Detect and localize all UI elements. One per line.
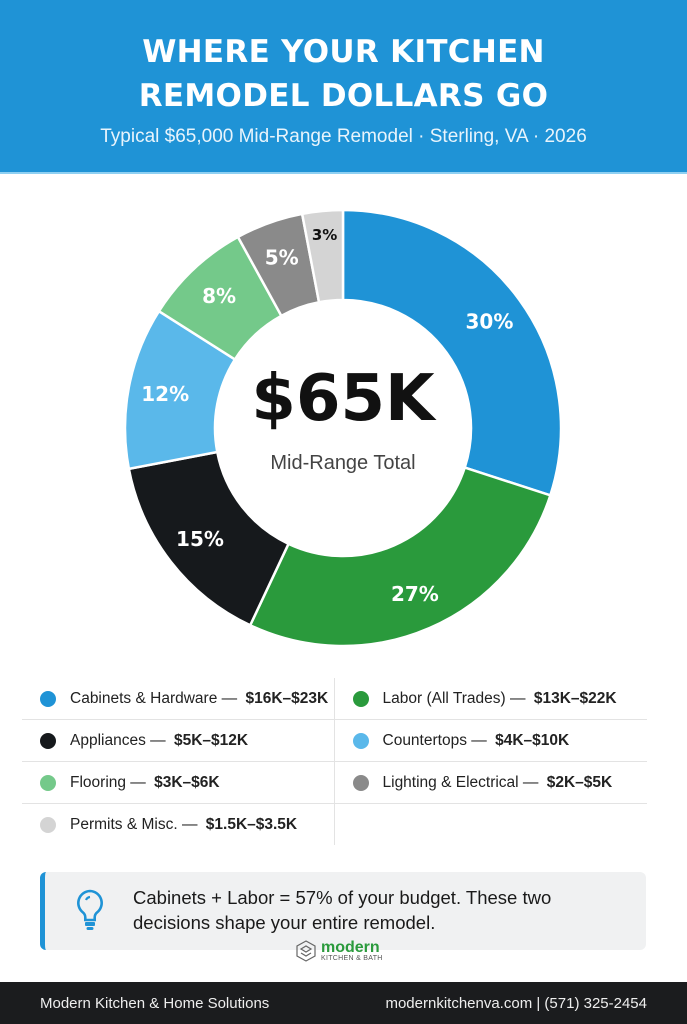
legend: Cabinets & Hardware — $16K–$23K Labor (Al… xyxy=(22,678,647,845)
legend-item: Countertops — $4K–$10K xyxy=(335,720,648,761)
slice-label: 12% xyxy=(141,382,189,406)
tip-callout: Cabinets + Labor = 57% of your budget. T… xyxy=(40,872,646,950)
header: WHERE YOUR KITCHEN REMODEL DOLLARS GO Ty… xyxy=(0,0,687,174)
slice-label: 3% xyxy=(312,226,337,244)
tip-text: Cabinets + Labor = 57% of your budget. T… xyxy=(133,887,552,933)
legend-item: Cabinets & Hardware — $16K–$23K xyxy=(22,678,335,719)
legend-row: Appliances — $5K–$12K Countertops — $4K–$… xyxy=(22,720,647,762)
legend-swatch xyxy=(40,816,56,833)
donut-slice xyxy=(341,208,563,497)
donut-slice xyxy=(248,465,552,648)
slice-label: 30% xyxy=(465,310,513,334)
subtitle: Typical $65,000 Mid-Range Remodel · Ster… xyxy=(100,126,587,147)
lightbulb-icon xyxy=(77,889,103,930)
center-label: Mid-Range Total xyxy=(270,452,415,474)
legend-item: Labor (All Trades) — $13K–$22K xyxy=(335,678,648,719)
legend-item: Permits & Misc. — $1.5K–$3.5K xyxy=(22,804,335,845)
donut-slice xyxy=(300,208,345,304)
page-title: WHERE YOUR KITCHEN REMODEL DOLLARS GO xyxy=(138,34,549,114)
legend-row: Cabinets & Hardware — $16K–$23K Labor (Al… xyxy=(22,678,647,720)
legend-row: Flooring — $3K–$6K Lighting & Electrical … xyxy=(22,762,647,804)
center-value: $65K xyxy=(251,362,437,436)
slice-label: 5% xyxy=(265,246,299,270)
legend-item: Appliances — $5K–$12K xyxy=(22,720,335,761)
slice-label: 15% xyxy=(176,527,224,551)
footer-contact[interactable]: modernkitchenva.com | (571) 325-2454 xyxy=(385,994,647,1012)
logo-cube-icon xyxy=(296,940,316,962)
legend-item: Flooring — $3K–$6K xyxy=(22,762,335,803)
legend-swatch xyxy=(40,774,56,791)
legend-row: Permits & Misc. — $1.5K–$3.5K xyxy=(22,804,647,845)
footer-company: Modern Kitchen & Home Solutions xyxy=(40,994,270,1012)
slice-label: 8% xyxy=(202,284,236,308)
footer: Modern Kitchen & Home Solutions modernki… xyxy=(0,982,687,1024)
legend-item: Lighting & Electrical — $2K–$5K xyxy=(335,762,648,803)
legend-swatch xyxy=(40,690,56,707)
legend-empty xyxy=(335,804,648,845)
legend-swatch xyxy=(352,690,369,707)
slice-label: 27% xyxy=(391,582,439,606)
legend-swatch xyxy=(40,732,56,749)
legend-swatch xyxy=(352,732,369,749)
brand-logo: modern KITCHEN & BATH xyxy=(295,940,383,962)
legend-swatch xyxy=(352,774,369,791)
donut-chart: 30% 27% 15% 12% 8% 5% 3% $65K Mid-Range Total xyxy=(123,208,563,648)
